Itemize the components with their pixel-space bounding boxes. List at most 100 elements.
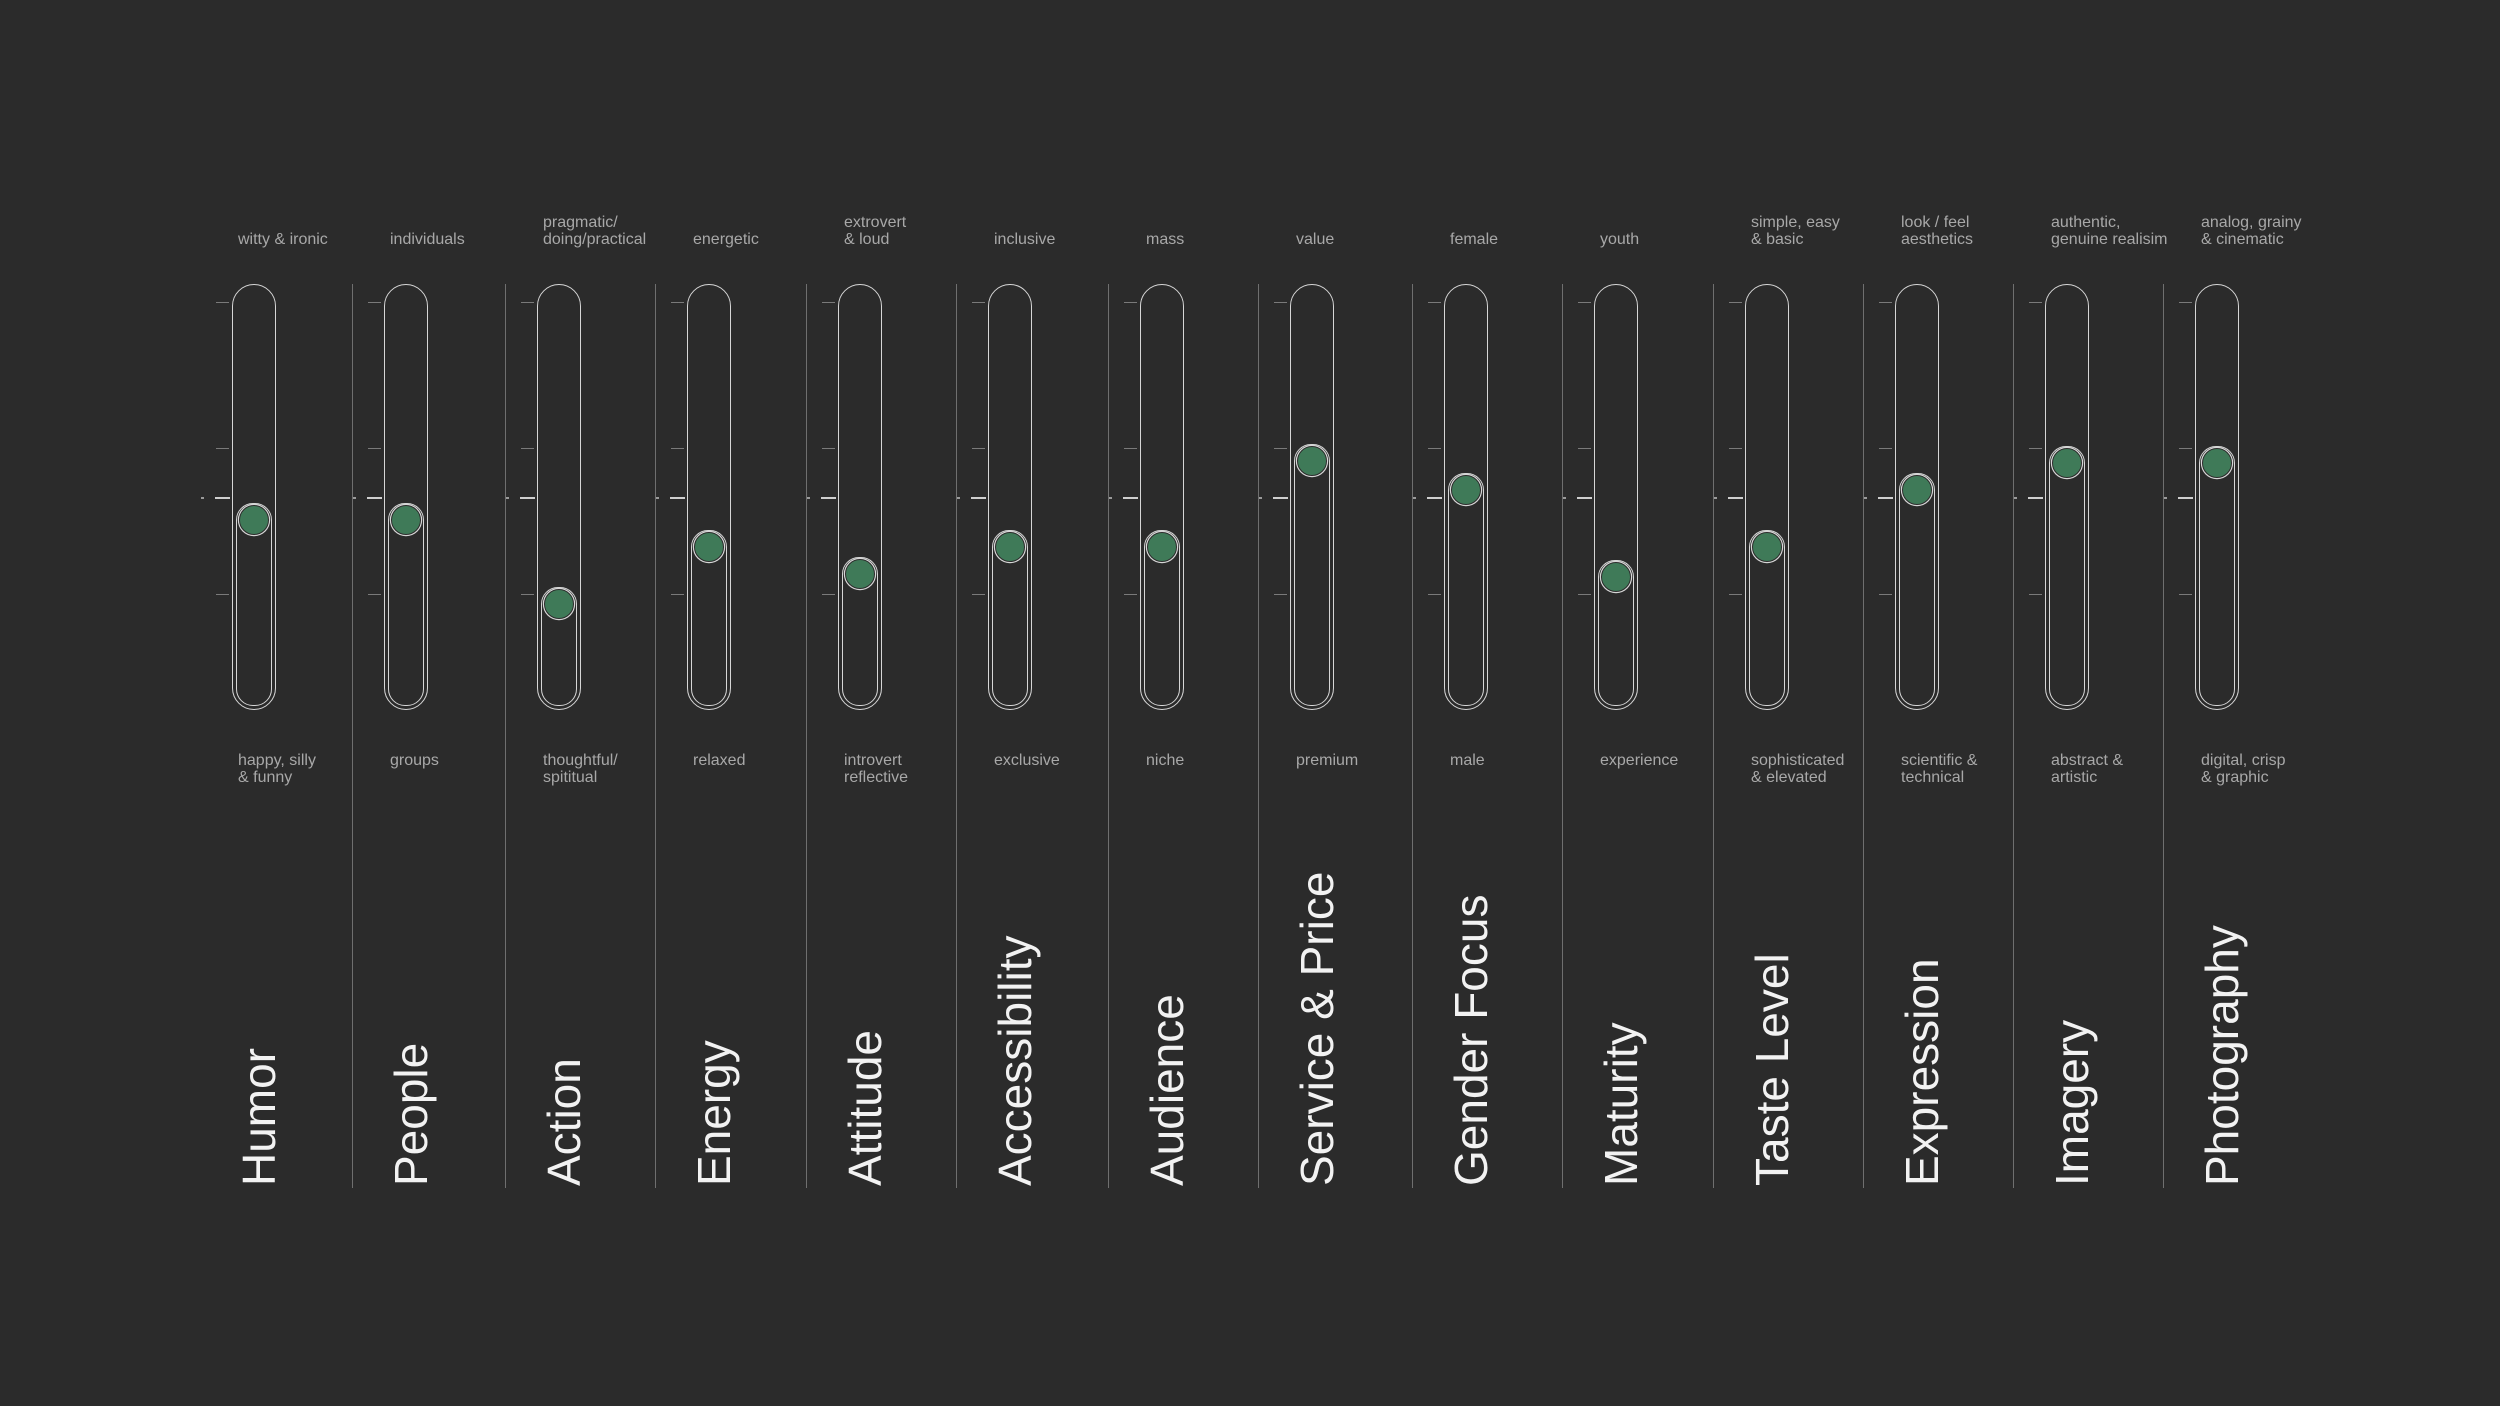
slider-fill	[1598, 559, 1634, 706]
slider-fill	[1294, 443, 1330, 706]
slider-track[interactable]	[838, 284, 882, 710]
midpoint-dot	[1714, 497, 1717, 499]
slider-fill	[388, 503, 424, 706]
scale-midpoint-tick	[367, 497, 382, 499]
category-title: Maturity	[1595, 1022, 1647, 1186]
scale-column-taste-level: simple, easy & basic sophisticated & elev…	[1713, 0, 1863, 1406]
slider-knob[interactable]	[1451, 475, 1481, 506]
slider-knob[interactable]	[391, 505, 421, 535]
slider-knob[interactable]	[1297, 445, 1327, 476]
top-pole-text: simple, easy & basic	[1751, 214, 1840, 248]
top-pole-label: authentic, genuine realisim	[2051, 212, 2201, 248]
scale-tick	[368, 302, 381, 303]
scale-tick	[1879, 594, 1892, 595]
slider-knob[interactable]	[239, 505, 269, 535]
category-title: People	[385, 1042, 437, 1186]
category-title: Photography	[2196, 925, 2248, 1186]
column-divider	[1562, 284, 1563, 1188]
category-title: Audience	[1141, 994, 1193, 1186]
top-pole-text: inclusive	[994, 231, 1056, 248]
slider-track[interactable]	[232, 284, 276, 710]
category-title: Attitude	[839, 1030, 891, 1186]
slider-track[interactable]	[384, 284, 428, 710]
top-pole-text: energetic	[693, 231, 759, 248]
scale-tick	[216, 594, 229, 595]
slider-track[interactable]	[1444, 284, 1488, 710]
top-pole-label: female	[1450, 212, 1600, 248]
slider-track[interactable]	[687, 284, 731, 710]
top-pole-text: witty & ironic	[238, 231, 328, 248]
slider-track[interactable]	[537, 284, 581, 710]
top-pole-text: mass	[1146, 231, 1185, 248]
top-pole-label: mass	[1146, 212, 1296, 248]
slider-knob[interactable]	[1601, 561, 1631, 592]
scale-column-expression: look / feel aesthetics scientific & techn…	[1863, 0, 2013, 1406]
slider-knob[interactable]	[694, 532, 724, 563]
slider-track[interactable]	[1594, 284, 1638, 710]
bottom-pole-label: thoughtful/ spititual	[543, 752, 618, 786]
slider-track[interactable]	[1140, 284, 1184, 710]
slider-fill	[1899, 473, 1935, 706]
slider-track[interactable]	[2195, 284, 2239, 710]
slider-knob[interactable]	[1752, 532, 1782, 563]
slider-fill	[842, 557, 878, 706]
category-title: Energy	[688, 1040, 740, 1186]
bottom-pole-label: groups	[390, 752, 439, 769]
slider-fill	[1448, 473, 1484, 706]
scale-midpoint-tick	[670, 497, 685, 499]
slider-knob[interactable]	[544, 588, 574, 619]
slider-track[interactable]	[1895, 284, 1939, 710]
column-divider	[1258, 284, 1259, 1188]
scale-column-action: pragmatic/ doing/practical thoughtful/ sp…	[505, 0, 655, 1406]
scale-tick	[1729, 594, 1742, 595]
midpoint-dot	[957, 497, 960, 499]
slider-knob[interactable]	[2202, 448, 2232, 479]
midpoint-dot	[201, 497, 204, 499]
column-divider	[1412, 284, 1413, 1188]
slider-track[interactable]	[2045, 284, 2089, 710]
slider-knob[interactable]	[2052, 448, 2082, 479]
scale-tick	[2179, 448, 2192, 449]
slider-track[interactable]	[1290, 284, 1334, 710]
midpoint-dot	[1563, 497, 1566, 499]
scale-tick	[368, 594, 381, 595]
scale-midpoint-tick	[1728, 497, 1743, 499]
scale-column-attitude: extrovert & loud introvert reflective Atti…	[806, 0, 956, 1406]
scale-tick	[521, 448, 534, 449]
column-divider	[1863, 284, 1864, 1188]
slider-knob[interactable]	[1902, 475, 1932, 506]
scale-tick	[1729, 302, 1742, 303]
scale-tick	[1879, 302, 1892, 303]
top-pole-text: authentic, genuine realisim	[2051, 214, 2168, 248]
scale-tick	[2029, 302, 2042, 303]
midpoint-dot	[1864, 497, 1867, 499]
midpoint-dot	[656, 497, 659, 499]
midpoint-dot	[1259, 497, 1262, 499]
scale-tick	[972, 302, 985, 303]
scale-midpoint-tick	[1123, 497, 1138, 499]
scale-tick	[1578, 302, 1591, 303]
slider-knob[interactable]	[1147, 532, 1177, 563]
category-title: Gender Focus	[1445, 894, 1497, 1186]
top-pole-label: individuals	[390, 212, 540, 248]
scale-column-accessibility: inclusive exclusive Accessibility	[956, 0, 1106, 1406]
column-divider	[1713, 284, 1714, 1188]
slider-fill	[992, 530, 1028, 706]
scale-tick	[822, 302, 835, 303]
bottom-pole-label: relaxed	[693, 752, 746, 769]
slider-fill	[541, 586, 577, 706]
category-title: Service & Price	[1291, 871, 1343, 1186]
slider-knob[interactable]	[845, 559, 875, 590]
slider-track[interactable]	[1745, 284, 1789, 710]
top-pole-label: witty & ironic	[238, 212, 388, 248]
column-divider	[2163, 284, 2164, 1188]
category-title: Accessibility	[989, 935, 1041, 1186]
midpoint-dot	[353, 497, 356, 499]
top-pole-label: pragmatic/ doing/practical	[543, 212, 693, 248]
scale-tick	[2029, 448, 2042, 449]
slider-track[interactable]	[988, 284, 1032, 710]
scale-tick	[2179, 302, 2192, 303]
top-pole-label: inclusive	[994, 212, 1144, 248]
slider-knob[interactable]	[995, 532, 1025, 563]
